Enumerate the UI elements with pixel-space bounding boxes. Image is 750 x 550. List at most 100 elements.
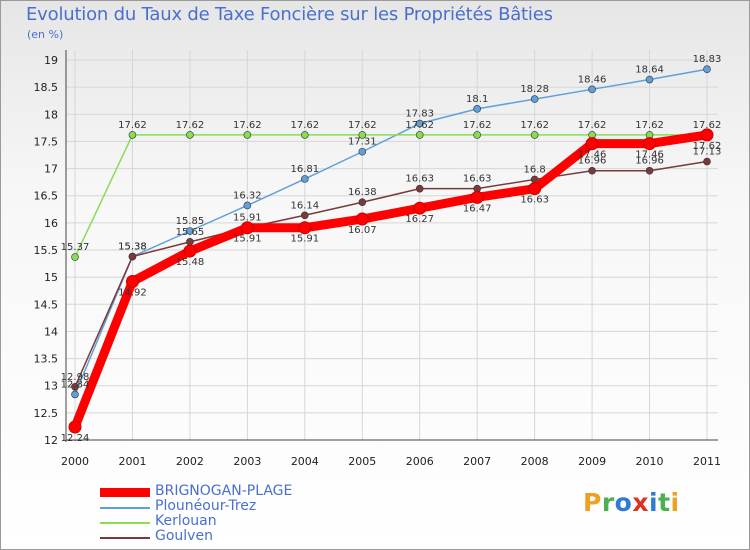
data-point	[530, 95, 539, 103]
series-line-ploun-our-trez	[74, 68, 708, 396]
legend-label-plouneour: Plounéour-Trez	[155, 498, 257, 514]
data-label: 17.62	[635, 120, 664, 131]
y-tick-label: 13	[44, 380, 58, 393]
legend-swatch-goulven	[100, 537, 150, 539]
legend-label-kerlouan: Kerlouan	[155, 513, 217, 529]
data-point	[645, 166, 654, 175]
y-tick-label: 15	[44, 271, 58, 284]
data-point	[415, 131, 424, 139]
x-tick-label: 2010	[636, 455, 664, 468]
legend-label-goulven: Goulven	[155, 528, 213, 544]
legend-item: Kerlouan	[100, 513, 360, 530]
y-axis-ticks: 12 12.5 13 13.5 14 14.5 15 15.5 16 16.5 17 17.5 18 18…	[34, 54, 59, 447]
legend-item: Plounéour-Trez	[100, 498, 360, 515]
data-point	[183, 244, 197, 258]
logo-letter: r	[601, 488, 615, 517]
data-label: 16.38	[348, 187, 377, 198]
data-point	[585, 137, 599, 151]
data-label: 17.62	[405, 120, 434, 131]
x-tick-label: 2005	[348, 455, 376, 468]
data-point	[415, 119, 424, 128]
data-label: 17.62	[463, 120, 492, 131]
data-point	[243, 201, 252, 210]
data-label: 17.62	[290, 120, 319, 131]
y-tick-label: 19	[44, 54, 58, 67]
data-label: 16.63	[405, 174, 434, 185]
data-point	[128, 252, 137, 261]
y-tick-label: 12.5	[34, 407, 59, 420]
data-label: 16.81	[290, 164, 319, 175]
data-label: 16.27	[405, 214, 434, 225]
data-label: 17.62	[118, 120, 147, 131]
data-label: 16.14	[290, 200, 319, 211]
data-point	[643, 137, 657, 151]
y-axis-unit: (en %)	[27, 28, 64, 41]
data-label: 17.13	[693, 147, 722, 158]
data-labels: 12.84 15.38 15.85 16.32 16.81 17.31 17.83 18.1 1…	[61, 54, 722, 444]
logo-letter: t	[658, 488, 671, 517]
data-point	[186, 131, 194, 139]
y-tick-label: 16	[44, 217, 58, 230]
series-line-goulven	[74, 160, 708, 388]
x-tick-label: 2006	[406, 455, 434, 468]
data-point	[186, 227, 194, 235]
data-label: 18.83	[693, 54, 722, 65]
legend-swatch-brignogan	[100, 488, 150, 497]
data-point	[71, 382, 79, 391]
series-group	[68, 65, 714, 434]
data-point	[358, 131, 367, 139]
data-point	[298, 221, 312, 235]
series-line-brignogan-plage	[70, 130, 712, 432]
data-point	[301, 131, 309, 139]
data-point	[301, 175, 309, 183]
data-point	[68, 420, 82, 434]
data-label: 18.1	[466, 94, 488, 105]
data-point	[700, 128, 714, 142]
data-label: 15.48	[176, 257, 205, 268]
x-tick-label: 2011	[693, 455, 721, 468]
data-point	[703, 157, 711, 166]
legend-swatch-kerlouan	[100, 522, 150, 524]
data-label: 15.85	[176, 216, 205, 227]
y-tick-label: 13.5	[34, 353, 59, 366]
data-point	[415, 184, 424, 193]
data-label: 15.91	[233, 213, 262, 224]
data-label: 16.32	[233, 190, 262, 201]
x-tick-label: 2004	[291, 455, 319, 468]
y-tick-label: 12	[44, 434, 58, 447]
data-label: 17.62	[520, 120, 549, 131]
data-label: 16.96	[635, 156, 664, 167]
data-point	[71, 253, 79, 261]
legend: BRIGNOGAN-PLAGE Plounéour-Trez Kerlouan …	[100, 483, 360, 545]
data-label: 17.62	[233, 120, 262, 131]
proxiti-logo: Proxiti	[583, 488, 680, 517]
data-point	[645, 75, 654, 84]
data-label: 16.07	[348, 225, 377, 236]
y-tick-label: 17.5	[34, 135, 59, 148]
legend-label-brignogan: BRIGNOGAN-PLAGE	[155, 483, 293, 499]
data-label: 15.91	[290, 234, 319, 245]
legend-swatch-plouneour	[100, 507, 150, 509]
data-label: 18.28	[520, 84, 549, 95]
y-tick-label: 18.5	[34, 81, 59, 94]
data-point	[301, 211, 309, 220]
data-point	[703, 65, 711, 74]
data-label: 17.46	[578, 150, 607, 161]
data-label: 15.37	[61, 242, 90, 253]
data-label: 17.31	[348, 137, 377, 148]
y-tick-label: 14.5	[34, 298, 59, 311]
y-tick-label: 16.5	[34, 190, 59, 203]
logo-letter: i	[649, 488, 659, 517]
data-label: 16.47	[463, 203, 492, 214]
logo-letter: o	[614, 488, 633, 517]
data-point	[530, 131, 539, 139]
data-label: 12.98	[61, 372, 90, 383]
data-point	[470, 190, 484, 204]
data-point	[240, 221, 254, 235]
data-label: 17.62	[348, 120, 377, 131]
data-label: 17.83	[405, 109, 434, 120]
logo-letter: i	[670, 488, 680, 517]
data-label: 14.92	[118, 287, 147, 298]
data-label: 17.62	[693, 141, 722, 152]
data-label: 18.46	[578, 74, 607, 85]
